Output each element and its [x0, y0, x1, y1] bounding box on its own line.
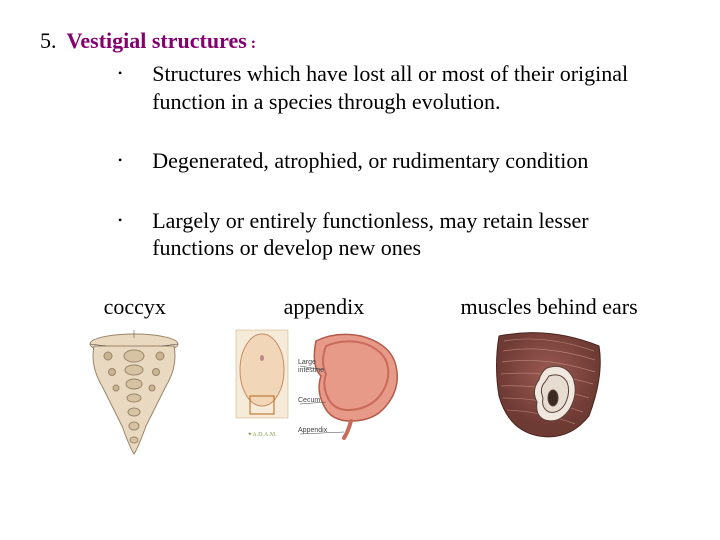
coccyx-image	[82, 326, 187, 456]
svg-text:Cecum: Cecum	[298, 397, 320, 404]
bullet-list: • Structures which have lost all or most…	[118, 60, 660, 262]
example-label: appendix	[284, 294, 365, 320]
bullet-icon: •	[118, 207, 122, 262]
heading-row: 5. Vestigial structures :	[40, 28, 680, 54]
example-appendix: appendix ✦A.D.A.M. Large intes	[232, 294, 416, 456]
example-ear-muscles: muscles behind ears	[461, 294, 638, 456]
heading: Vestigial structures	[67, 28, 247, 54]
examples-row: coccyx	[40, 294, 680, 456]
bullet-icon: •	[118, 147, 122, 175]
heading-colon: :	[251, 35, 256, 53]
example-coccyx: coccyx	[82, 294, 187, 456]
bullet-text: Degenerated, atrophied, or rudimentary c…	[152, 147, 588, 175]
svg-text:intestine: intestine	[298, 367, 324, 374]
bullet-item: • Degenerated, atrophied, or rudimentary…	[118, 147, 660, 175]
example-label: coccyx	[104, 294, 166, 320]
bullet-text: Structures which have lost all or most o…	[152, 60, 660, 115]
list-number: 5.	[40, 28, 57, 54]
svg-text:Large: Large	[298, 359, 316, 366]
bullet-item: • Structures which have lost all or most…	[118, 60, 660, 115]
bullet-item: • Largely or entirely functionless, may …	[118, 207, 660, 262]
ear-muscles-image	[489, 326, 609, 446]
attribution-text: ✦A.D.A.M.	[247, 431, 277, 438]
example-label: muscles behind ears	[461, 294, 638, 320]
svg-text:Appendix: Appendix	[298, 427, 328, 434]
appendix-image: ✦A.D.A.M. Large intestine Cecum Appendix	[232, 326, 416, 446]
bullet-icon: •	[118, 60, 122, 115]
bullet-text: Largely or entirely functionless, may re…	[152, 207, 660, 262]
